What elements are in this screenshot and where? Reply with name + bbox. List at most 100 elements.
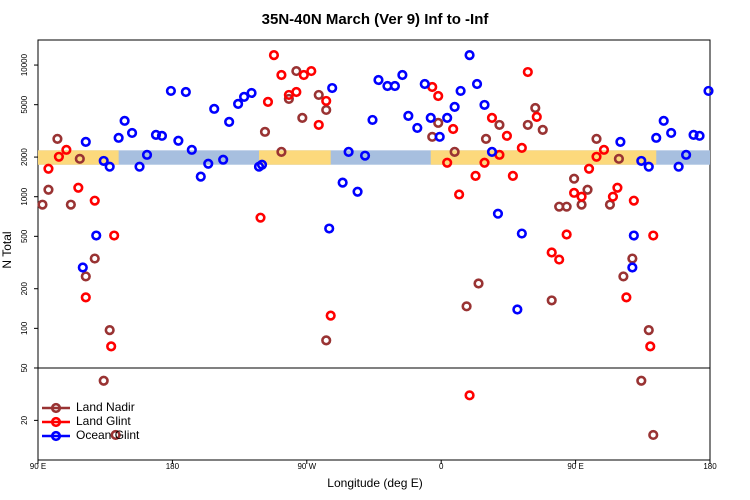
point <box>461 301 472 312</box>
point <box>352 186 363 197</box>
point <box>688 129 699 140</box>
y-tick-label: 100 <box>20 321 29 335</box>
point <box>80 271 91 282</box>
x-tick-label: 180 <box>703 462 717 471</box>
point <box>628 230 639 241</box>
point <box>673 161 684 172</box>
point <box>52 133 63 144</box>
point <box>104 324 115 336</box>
point <box>419 78 430 90</box>
point <box>297 112 308 123</box>
y-tick-label: 10000 <box>20 53 29 76</box>
point <box>412 122 423 134</box>
point <box>306 65 317 77</box>
point <box>471 78 483 90</box>
point <box>156 130 168 141</box>
point <box>276 69 287 81</box>
point <box>546 247 557 258</box>
y-tick-label: 2000 <box>20 148 29 166</box>
point <box>583 163 595 174</box>
point <box>531 111 542 122</box>
point <box>186 144 197 155</box>
point <box>681 149 692 160</box>
x-axis-label: Longitude (deg E) <box>327 476 422 490</box>
point <box>479 157 490 168</box>
point <box>658 115 669 126</box>
point <box>651 132 662 143</box>
point <box>442 157 453 168</box>
point <box>479 99 490 111</box>
point <box>433 90 444 102</box>
point <box>618 271 629 282</box>
y-tick-label: 1000 <box>20 187 29 205</box>
point <box>576 199 587 210</box>
point <box>238 91 250 102</box>
y-tick-label: 5000 <box>20 95 29 113</box>
point <box>530 102 541 114</box>
point <box>262 96 274 107</box>
point <box>313 119 324 131</box>
point <box>325 310 336 321</box>
point <box>598 144 610 155</box>
x-tick-label: 90 E <box>567 462 583 471</box>
point <box>448 123 459 135</box>
point <box>425 112 436 123</box>
point <box>343 146 354 157</box>
y-tick-label: 50 <box>20 363 29 372</box>
point <box>255 212 266 223</box>
point <box>648 429 659 441</box>
point <box>321 104 332 116</box>
point <box>80 136 91 147</box>
point <box>694 130 705 141</box>
point <box>134 161 145 172</box>
point <box>173 135 184 146</box>
point <box>150 129 162 140</box>
legend-marker <box>50 430 62 442</box>
point <box>321 95 332 107</box>
point <box>464 390 475 401</box>
chart-title: 35N-40N March (Ver 9) Inf to -Inf <box>262 11 490 28</box>
point <box>327 82 338 94</box>
point <box>165 85 177 97</box>
point <box>442 112 453 123</box>
point <box>337 177 348 188</box>
y-tick-label: 500 <box>20 229 29 243</box>
point <box>627 262 638 273</box>
point <box>291 65 302 77</box>
point <box>507 170 518 181</box>
point <box>37 199 48 210</box>
point <box>73 182 84 193</box>
point <box>98 375 109 386</box>
point <box>615 136 626 147</box>
legend-marker <box>50 402 62 414</box>
point <box>449 101 460 113</box>
point <box>434 131 445 142</box>
point <box>494 119 505 131</box>
point <box>480 133 492 144</box>
point <box>397 69 408 81</box>
point <box>666 127 677 139</box>
point <box>621 292 632 303</box>
y-axis-label: N Total <box>0 231 14 268</box>
point <box>276 146 287 157</box>
point <box>454 189 465 200</box>
point <box>636 155 647 167</box>
point <box>256 159 268 170</box>
point <box>433 117 444 128</box>
point <box>233 98 244 109</box>
point <box>89 195 100 206</box>
point <box>89 253 100 264</box>
point <box>643 161 654 172</box>
point <box>110 429 121 441</box>
point <box>291 86 302 98</box>
point <box>259 126 271 137</box>
point <box>591 133 602 144</box>
point <box>516 142 527 153</box>
point <box>109 230 120 241</box>
point <box>464 50 475 61</box>
point <box>209 103 220 114</box>
legend-marker <box>50 416 62 428</box>
point <box>554 254 565 265</box>
point <box>561 201 572 212</box>
